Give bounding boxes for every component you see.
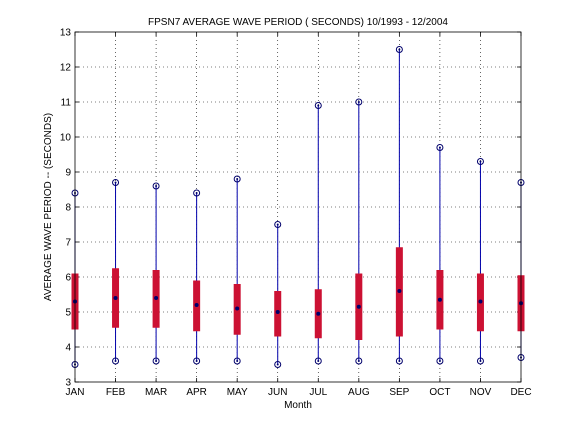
box-aug	[355, 98, 363, 365]
box-oct	[436, 144, 444, 365]
y-tick-label: 9	[65, 168, 71, 179]
box-jun	[274, 221, 282, 368]
max-marker-dot	[398, 48, 401, 51]
y-tick-label: 6	[65, 273, 71, 284]
min-marker-dot	[114, 360, 117, 362]
plot-frame	[74, 31, 522, 383]
x-tick-label: MAR	[145, 387, 167, 398]
x-tick-labels: JAN FEB MAR APR MAY JUN JUL AUG SEP OCT NOV DEC	[66, 387, 532, 398]
min-marker-dot	[317, 360, 320, 362]
y-tick-label: 11	[61, 98, 72, 109]
x-tick-label: FEB	[106, 387, 126, 398]
min-marker-dot	[479, 360, 482, 362]
max-marker	[274, 221, 282, 228]
y-tick-labels: 3 4 5 6 7 8 9 10 11 12 13	[60, 28, 72, 389]
max-marker-dot	[438, 146, 441, 149]
max-marker	[233, 175, 241, 183]
min-marker	[152, 357, 160, 365]
median-marker	[478, 299, 483, 304]
min-marker	[355, 357, 363, 365]
max-marker	[112, 179, 120, 186]
min-marker	[274, 361, 282, 368]
max-marker	[436, 144, 444, 151]
x-tick-label: JUL	[309, 387, 327, 398]
x-tick-label: DEC	[510, 387, 531, 398]
min-marker	[233, 357, 241, 365]
max-marker-dot	[195, 192, 198, 194]
min-marker	[314, 357, 322, 365]
box-may	[233, 175, 241, 365]
box-sep	[395, 46, 403, 365]
min-marker	[395, 357, 403, 365]
y-tick-label: 4	[65, 343, 71, 354]
x-tick-label: NOV	[470, 387, 492, 398]
max-marker-dot	[317, 104, 320, 107]
max-marker-dot	[357, 101, 360, 103]
max-marker	[314, 102, 322, 109]
y-tick-label: 10	[60, 133, 72, 144]
y-tick-label: 5	[65, 308, 71, 319]
x-tick-label: JUN	[268, 387, 287, 398]
median-marker	[437, 297, 442, 302]
median-marker	[356, 304, 361, 309]
x-tick-label: AUG	[348, 387, 370, 398]
y-tick-label: 8	[65, 203, 71, 214]
x-tick-label: MAY	[227, 387, 248, 398]
max-marker	[193, 189, 201, 197]
x-tick-label: SEP	[389, 387, 409, 398]
max-marker-dot	[114, 181, 117, 184]
max-marker-dot	[276, 223, 279, 226]
plot-background	[75, 32, 521, 382]
max-marker	[395, 46, 403, 53]
x-tick-label: APR	[186, 387, 207, 398]
box-apr	[193, 189, 201, 365]
box-feb	[112, 179, 120, 365]
x-tick-label: OCT	[429, 387, 450, 398]
median-marker	[194, 303, 199, 307]
y-tick-label: 7	[65, 238, 71, 249]
y-tick-label: 13	[60, 28, 72, 39]
max-marker-dot	[479, 160, 482, 163]
y-tick-label: 12	[60, 63, 72, 74]
x-tick-label: JAN	[66, 387, 85, 398]
box-nov	[476, 158, 484, 365]
min-marker	[193, 357, 201, 365]
min-marker-dot	[438, 360, 441, 362]
min-marker-dot	[276, 363, 279, 366]
min-marker	[436, 357, 444, 365]
max-marker	[355, 98, 363, 106]
min-marker-dot	[236, 360, 239, 362]
max-marker-dot	[155, 185, 158, 187]
max-marker	[476, 158, 484, 165]
x-axis-label: Month	[284, 400, 312, 411]
median-marker	[397, 289, 402, 293]
median-marker	[235, 306, 240, 311]
min-marker	[112, 357, 120, 365]
median-marker	[154, 296, 159, 300]
box-jul	[314, 102, 322, 365]
min-marker-dot	[398, 360, 401, 362]
y-axis-label: AVERAGE WAVE PERIOD -- (SECONDS)	[43, 113, 54, 301]
min-marker	[476, 357, 484, 365]
chart-title: FPSN7 AVERAGE WAVE PERIOD ( SECONDS) 10/…	[148, 17, 448, 28]
min-marker-dot	[155, 360, 158, 362]
max-marker-dot	[236, 178, 239, 180]
box-mar	[152, 182, 160, 365]
min-marker-dot	[357, 360, 360, 362]
median-marker	[275, 310, 280, 314]
max-marker	[152, 182, 160, 190]
min-marker-dot	[195, 360, 198, 362]
y-tick-label: 3	[65, 378, 71, 389]
median-marker	[113, 296, 118, 300]
median-marker	[316, 311, 321, 316]
